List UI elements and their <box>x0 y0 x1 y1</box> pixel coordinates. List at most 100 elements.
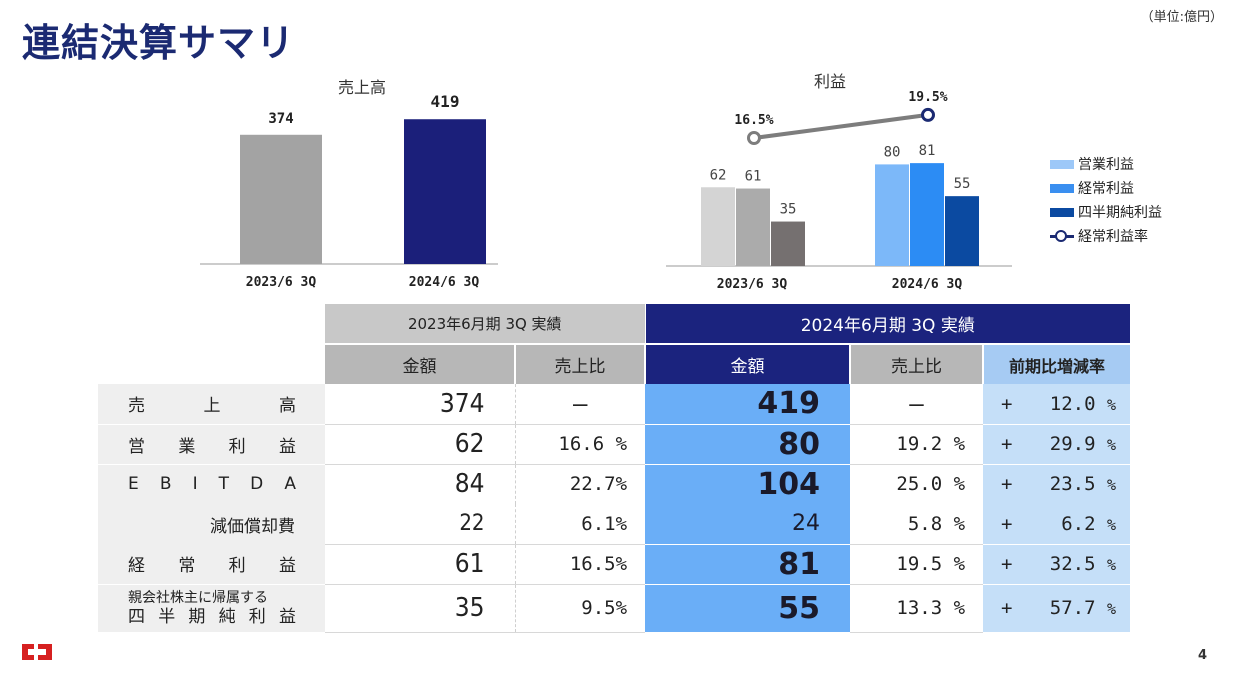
row-label-operating: 営業利益 <box>98 424 325 465</box>
growth-value: 32.5 <box>1049 553 1096 575</box>
blank-cell <box>98 344 325 384</box>
label-char: D <box>250 474 264 495</box>
table-subheader-row: 金額 売上比 金額 売上比 前期比増減率 <box>98 343 1131 384</box>
growth-value: 6.2 <box>1061 512 1096 535</box>
prev-amount: 61 <box>325 544 515 585</box>
revenue-bar-2023 <box>240 134 322 264</box>
col-cur-amount: 金額 <box>645 343 852 384</box>
col-growth: 前期比増減率 <box>983 343 1131 384</box>
table-row: 減価償却費 22 6.1% 24 5.8 % +6.2 % <box>98 504 1131 545</box>
legend-label: 経常利益率 <box>1078 229 1148 245</box>
table-header-row: 2023年6月期 3Q 実績 2024年6月期 3Q 実績 <box>98 304 1131 344</box>
cur-amount: 104 <box>645 464 851 504</box>
prev-ratio: 16.5% <box>514 544 646 585</box>
legend-label: 経常利益 <box>1078 181 1134 197</box>
table-row: 経 常 利 益 61 16.5% 81 19.5 % +32.5 % <box>98 544 1131 585</box>
blank-cell <box>98 304 325 344</box>
legend-item-net: 四半期純利益 <box>1050 200 1162 224</box>
col-cur-ratio: 売上比 <box>850 343 985 384</box>
prev-ratio: 16.6 % <box>514 424 646 465</box>
prev-amount: 84 <box>454 469 485 500</box>
revenue-chart: 売上高 374 419 2023/6 3Q 2024/6 3Q <box>200 78 498 290</box>
label-char: I <box>192 474 198 495</box>
cur-ratio: 25.0 % <box>896 473 966 496</box>
ratio-line <box>753 112 929 140</box>
profit-label-ordinary-1: 81 <box>919 143 936 159</box>
row-label-ordinary: 経常利益 <box>98 544 325 585</box>
revenue-xtick-2024: 2024/6 3Q <box>409 275 480 290</box>
label-char: B <box>159 474 172 495</box>
revenue-label-2023: 374 <box>268 111 293 127</box>
cur-amount: 24 <box>645 504 851 545</box>
label-char: 売 <box>128 396 145 417</box>
label-char: 高 <box>279 396 296 417</box>
cur-ratio: 19.5 % <box>850 544 984 585</box>
label-char: 営 <box>128 436 145 457</box>
cur-ratio: 19.2 % <box>850 424 984 465</box>
label-char: 純 <box>218 607 236 628</box>
profit-chart-title: 利益 <box>814 72 846 91</box>
label-char: A <box>284 474 296 495</box>
legend-item-operating: 営業利益 <box>1050 152 1162 176</box>
revenue-xtick-2023: 2023/6 3Q <box>246 275 317 290</box>
growth-sign: + <box>1001 512 1013 535</box>
growth-sign: + <box>1001 433 1013 455</box>
growth: +32.5 % <box>983 544 1131 585</box>
ratio-point-2024 <box>921 107 935 122</box>
label-char: T <box>218 474 230 495</box>
profit-chart: 利益 62 80 61 81 35 55 16.5% 19.5% 2023/6 3Q 20… <box>666 72 1012 292</box>
row-label-net-income: 親会社株主に帰属する 四半期純利益 <box>98 584 325 632</box>
label-char: 上 <box>203 396 221 417</box>
label-char: 益 <box>278 607 296 628</box>
prev-ratio: 9.5% <box>514 584 646 633</box>
ratio-point-2023 <box>747 131 761 145</box>
label-char: 四 <box>128 607 145 628</box>
growth-unit: % <box>1107 556 1117 574</box>
legend-item-ordinary: 経常利益 <box>1050 176 1162 200</box>
header-cur: 2024年6月期 3Q 実績 <box>645 304 1131 344</box>
growth-unit: % <box>1107 476 1117 495</box>
page-number: 4 <box>1197 648 1207 663</box>
legend-swatch <box>1050 207 1074 217</box>
label-char: 業 <box>178 436 196 457</box>
profit-bar-operating-0 <box>701 187 735 266</box>
profit-bar-ordinary-1 <box>910 163 944 266</box>
growth: +57.7 % <box>983 584 1131 633</box>
growth-unit: % <box>1107 395 1117 414</box>
profit-xtick-2024: 2024/6 3Q <box>892 277 963 292</box>
legend-item-ratio: 経常利益率 <box>1050 224 1162 248</box>
growth-sign: + <box>1001 473 1013 496</box>
label-char: 半 <box>158 607 176 628</box>
company-logo <box>22 644 52 660</box>
growth: +23.5 % <box>983 464 1131 504</box>
profit-label-ordinary-0: 61 <box>745 169 762 185</box>
cur-ratio: 13.3 % <box>850 584 984 633</box>
label-char: 利 <box>248 607 266 628</box>
logo-mark-right <box>38 644 52 660</box>
prev-amount: 35 <box>325 584 515 633</box>
col-prev-amount: 金額 <box>325 343 516 384</box>
label-char: 利 <box>228 556 246 577</box>
col-prev-ratio: 売上比 <box>515 343 647 384</box>
page-title: 連結決算サマリ <box>22 21 296 65</box>
growth-value: 23.5 <box>1049 473 1096 496</box>
legend-line-marker <box>1050 230 1074 242</box>
profit-label-operating-1: 80 <box>884 144 901 160</box>
cur-amount: 419 <box>645 384 851 425</box>
prev-amount: 62 <box>325 424 515 465</box>
ratio-label-2024: 19.5% <box>908 90 947 105</box>
ratio-label-2023: 16.5% <box>734 113 773 128</box>
profit-bar-ordinary-0 <box>736 188 770 266</box>
cur-ratio: ― <box>850 384 984 425</box>
profit-label-net-0: 35 <box>780 202 797 218</box>
profit-bar-net-1 <box>945 196 979 266</box>
profit-bar-operating-1 <box>875 164 909 266</box>
growth: +6.2 % <box>983 504 1131 545</box>
growth-sign: + <box>1001 553 1013 575</box>
label-char: 利 <box>228 436 246 457</box>
growth-unit: % <box>1107 436 1117 454</box>
cur-amount: 80 <box>645 424 851 465</box>
row-label-depreciation: 減価償却費 <box>98 504 325 544</box>
